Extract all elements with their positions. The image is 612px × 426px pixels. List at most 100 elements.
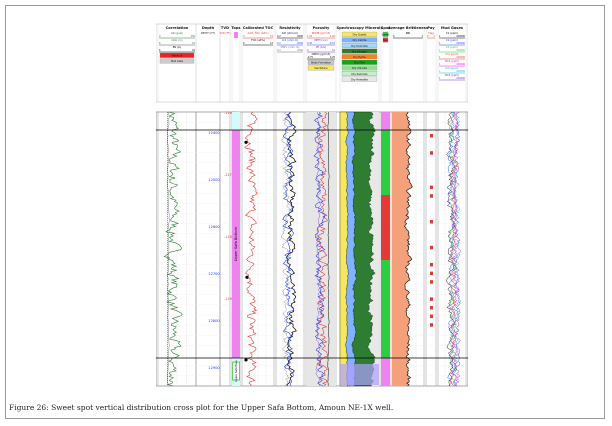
curve-min-correlation-2: 6 <box>159 49 161 52</box>
curve-gas-4 <box>450 111 460 387</box>
curve-gas-3 <box>449 111 459 387</box>
core-toc-point-0 <box>244 140 248 144</box>
track-title-toc: Calibrated TOC <box>243 26 274 30</box>
tops-zone-upper-safa-bottom <box>232 130 240 358</box>
mineral-fill-quartz <box>339 111 349 387</box>
sweetspot-segment-3 <box>381 260 390 358</box>
curve-max-resistivity-0: 2000 <box>297 35 303 38</box>
curve-min-mudgases-0: 1 <box>439 35 441 38</box>
legend-swatch-tops-0 <box>234 32 238 38</box>
header-cell-porosity <box>305 23 337 103</box>
depth-tick-3: 12700 <box>208 272 220 276</box>
legend-label-mineralogy-2: Dry Dolomite <box>351 44 368 48</box>
curve-drho <box>327 111 330 387</box>
curve-min-mudgases-1: 1 <box>439 42 441 45</box>
legend-label-porosity-1: Sandstone <box>314 66 328 70</box>
curve-name-porosity-1: NPHI (v/v) <box>314 38 327 42</box>
legend-swatch-mineralogy-0 <box>341 31 378 37</box>
legend-label-mineralogy-4: Dry Pyrite <box>353 55 366 59</box>
curve-pe <box>315 111 321 387</box>
tvd-tick-1: -11700 <box>224 173 236 177</box>
curve-min-toc-1: 0 <box>243 42 245 45</box>
legend-swatch-mineralogy-6 <box>341 65 378 71</box>
curve-gas-1 <box>447 111 456 387</box>
curve-max-mudgases-4: 100000 <box>456 63 465 66</box>
pay-flag-16 <box>430 271 433 276</box>
track-sub-tvd: TVD (FT) <box>219 31 230 35</box>
legend-swatch-mineralogy-4 <box>341 54 378 60</box>
legend-label-mineralogy-0: Dry Quartz <box>353 33 367 37</box>
curve-min-correlation-1: 6 <box>159 42 161 45</box>
pay-flag-20 <box>430 306 433 310</box>
depth-tick-4: 12800 <box>208 319 220 323</box>
curve-min-resistivity-1: 0.2 <box>277 42 281 45</box>
curve-max-correlation-0: 150 <box>191 35 196 38</box>
curve-max-toc-1: 12 <box>270 42 273 45</box>
legend-label-mineralogy-7: Dry Kaolinite <box>351 72 368 76</box>
curve-name-porosity-3: DRHO (g/cm3) <box>312 52 331 56</box>
legend-label-mineralogy-3: Dry Kerogen <box>352 49 368 53</box>
curve-max-brittleness-0: 1 <box>422 35 424 38</box>
curve-lls <box>282 111 295 387</box>
tvd-tick-3: -11900 <box>224 297 236 301</box>
curve-max-mudgases-1: 100000 <box>456 42 465 45</box>
curve-name-mudgases-5: IC5 (ppm) <box>446 66 459 70</box>
header-cell-resistivity <box>275 23 305 103</box>
pay-flag-10 <box>430 220 433 224</box>
curve-name-pay-0: Flag <box>428 31 434 35</box>
tops-zone-label-1: Upper Safa Base <box>234 360 238 382</box>
curve-msfl <box>280 111 291 387</box>
curve-name-brittleness-0: BRI <box>406 31 411 35</box>
sweetspot-segment-1 <box>381 130 390 195</box>
legend-swatch-porosity-0 <box>307 59 335 65</box>
curve-max-correlation-1: 16 <box>192 42 195 45</box>
curve-min-mudgases-5: 1 <box>439 70 441 73</box>
curve-min-resistivity-2: 0.2 <box>277 49 281 52</box>
pay-flag-7 <box>430 194 433 198</box>
curve-min-mudgases-4: 1 <box>439 63 441 66</box>
curve-min-mudgases-2: 1 <box>439 49 441 52</box>
curve-min-toc-0: 0 <box>243 35 245 38</box>
pay-flag-22 <box>430 323 433 327</box>
curve-rhob <box>316 111 329 387</box>
track-title-depth: Depth <box>202 26 215 30</box>
curve-name-porosity-0: RHOB (g/cm3) <box>312 31 331 35</box>
curve-gas-6 <box>453 111 462 387</box>
curve-max-mudgases-6: 100000 <box>456 77 465 80</box>
depth-tick-5: 12900 <box>208 366 220 370</box>
legend-label-sweetspot-1: Non <box>383 38 388 42</box>
curve-name-correlation-0: GR (gapi) <box>171 31 183 35</box>
curve-name-toc-0: Avtd_TOC (wt%) <box>247 31 268 35</box>
curve-name-toc-1: TOC (wt%) <box>251 38 265 42</box>
header-cell-pay <box>425 23 437 103</box>
sweetspot-segment-4 <box>381 358 390 386</box>
legend-swatch-correlation-0 <box>159 52 195 58</box>
track-title-porosity: Porosity <box>313 26 330 30</box>
sweetspot-segment-0 <box>381 112 390 130</box>
mineral-fill-base <box>340 364 379 385</box>
track-title-pay: Pay <box>427 26 435 30</box>
curve-name-mudgases-1: C2 (ppm) <box>446 38 458 42</box>
curve-max-resistivity-2: 2000 <box>297 49 303 52</box>
depth-tick-1: 12500 <box>208 178 220 182</box>
curve-max-porosity-3: 0.25 <box>330 56 336 59</box>
header-cell-mudgases <box>437 23 467 103</box>
curve-name-mudgases-4: NC4 (ppm) <box>445 59 459 63</box>
curve-name-mudgases-2: C3 (ppm) <box>446 45 458 49</box>
pay-flag-13 <box>430 245 433 250</box>
legend-swatch-correlation-1 <box>159 58 195 64</box>
legend-swatch-mineralogy-2 <box>341 43 378 48</box>
curve-max-mudgases-5: 100000 <box>456 70 465 73</box>
curve-min-porosity-3: -0.75 <box>307 56 313 59</box>
curve-nphi <box>313 111 326 387</box>
track-title-correlation: Correlation <box>166 26 189 30</box>
brittleness-fill <box>392 112 413 386</box>
curve-gas-2 <box>448 111 458 387</box>
curve-min-pay-0: 0 <box>427 35 429 38</box>
tvd-tick-0: -11600 <box>224 111 236 115</box>
curve-min-mudgases-3: 1 <box>439 56 441 59</box>
header-cell-toc <box>241 23 275 103</box>
curve-cali <box>166 111 170 386</box>
pay-flag-15 <box>430 263 433 267</box>
legend-swatch-mineralogy-3 <box>341 48 378 54</box>
